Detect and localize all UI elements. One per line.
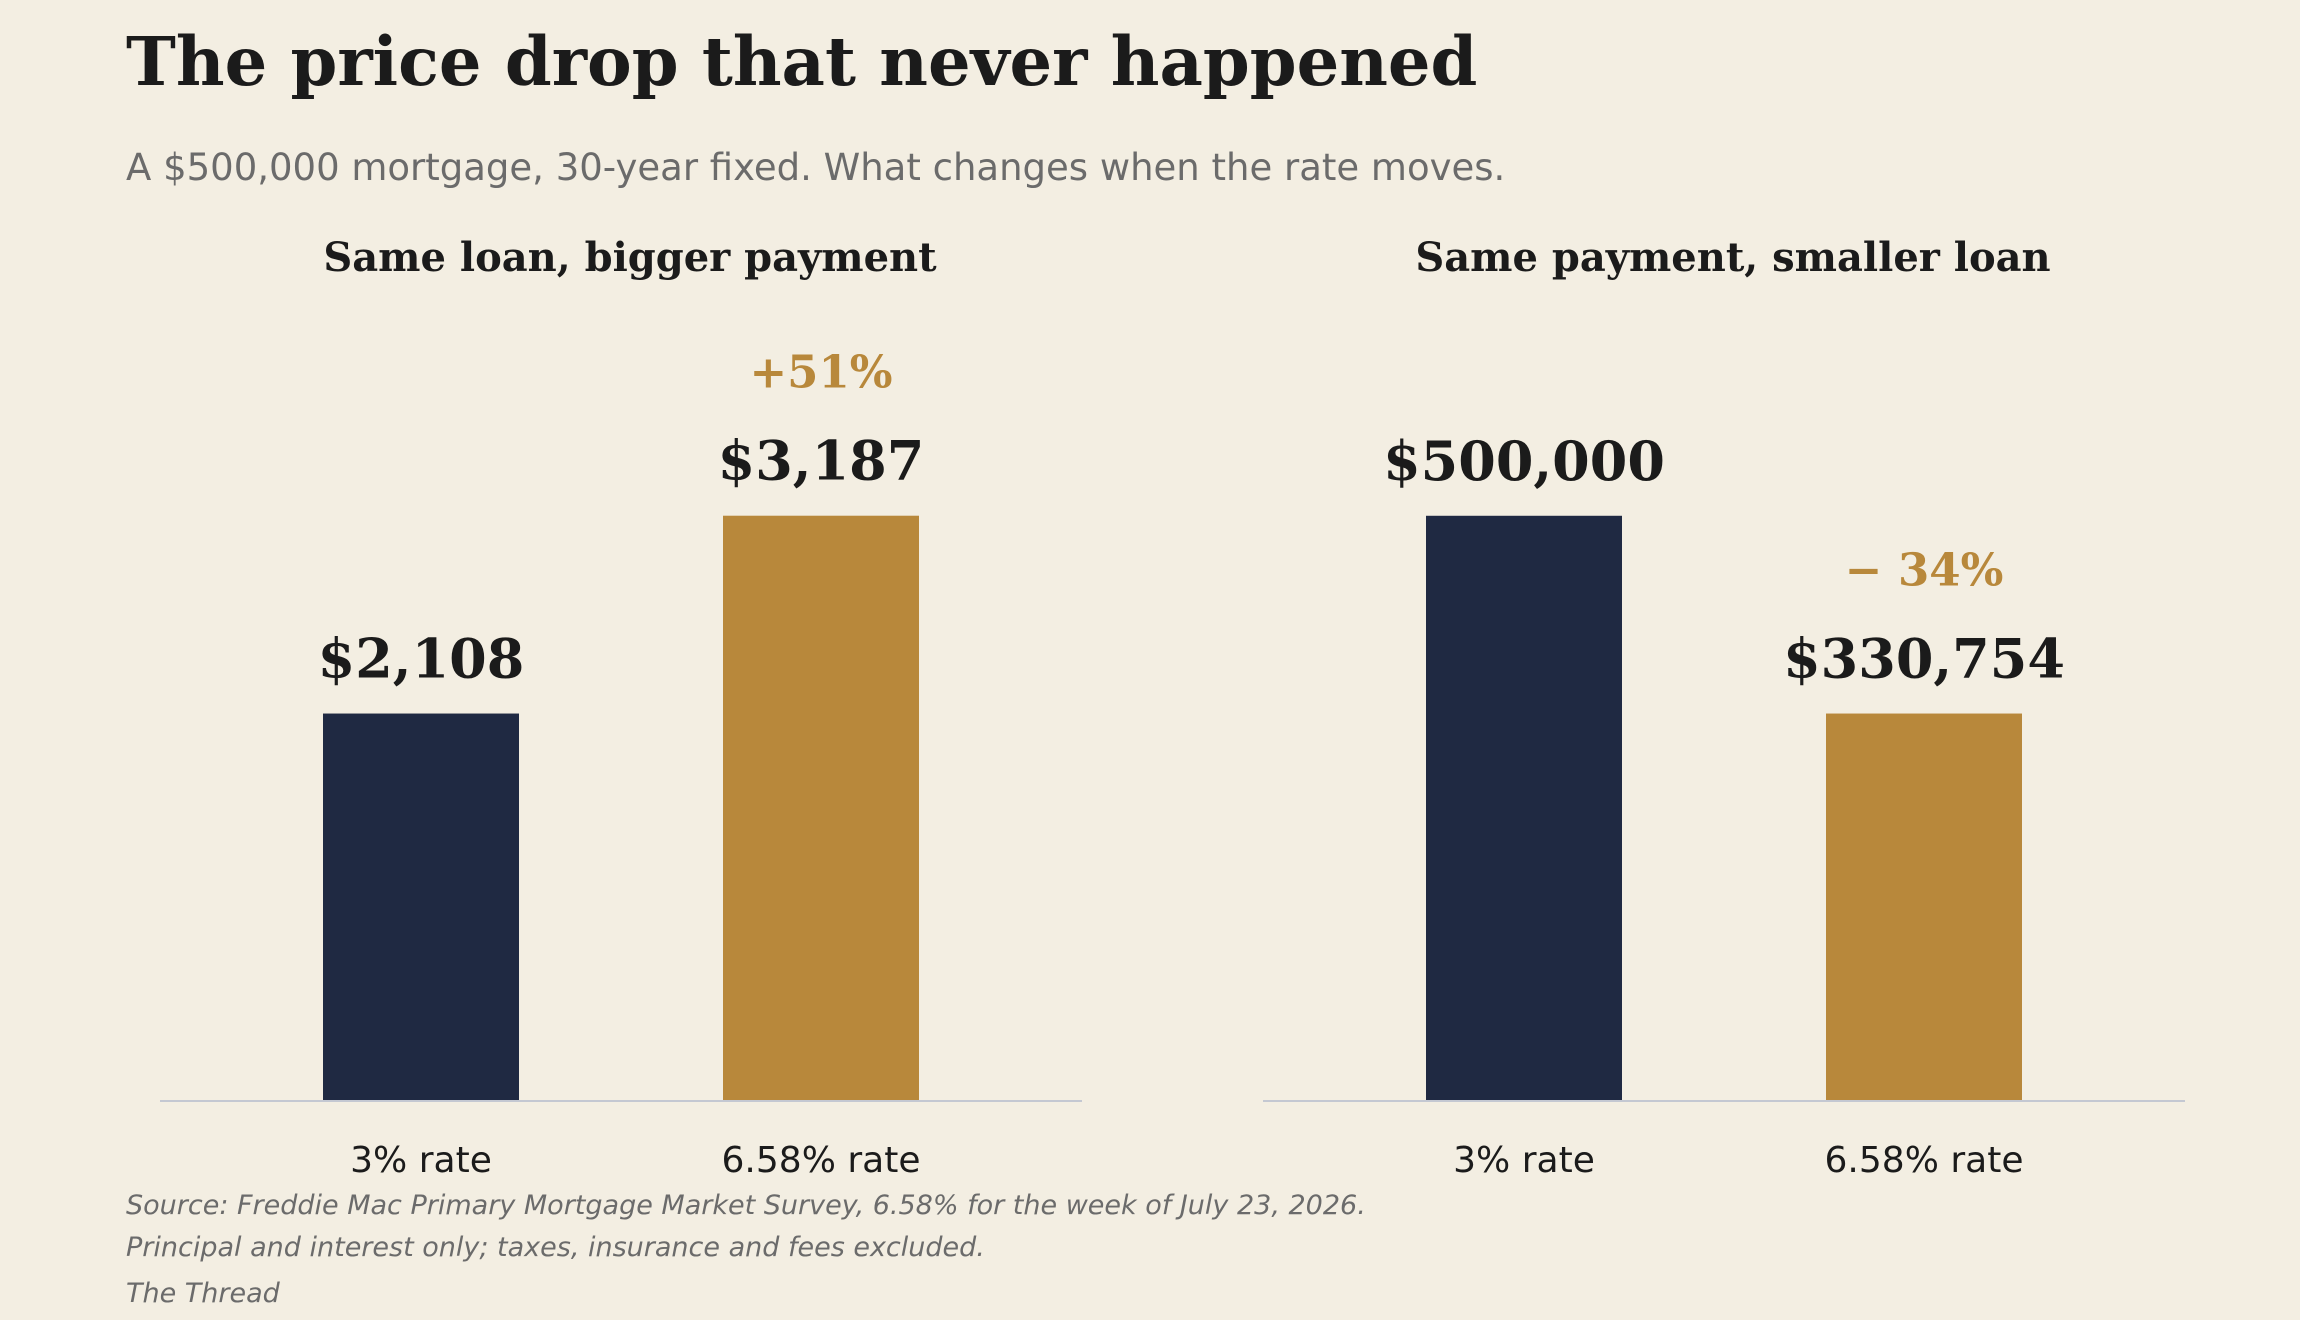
bar-chart-loan: $500,000 3% rate $330,754 − 34% 6.58% rate	[1263, 429, 2185, 1181]
bar-chart-payment: $2,108 3% rate $3,187 +51% 6.58% rate	[160, 346, 1082, 1181]
panel-title: Same payment, smaller loan	[1415, 234, 2051, 281]
x-tick-label: 6.58% rate	[722, 1140, 921, 1181]
bar-base	[1426, 515, 1622, 1100]
bar-accent	[723, 515, 919, 1100]
x-tick-label: 3% rate	[1453, 1140, 1595, 1181]
change-label: +51%	[749, 346, 892, 399]
publisher-credit: The Thread	[126, 1278, 280, 1309]
bar-base	[323, 713, 519, 1100]
bar-value-label: $500,000	[1383, 429, 1665, 493]
source-note: Source: Freddie Mac Primary Mortgage Mar…	[126, 1190, 1366, 1221]
bar-value-label: $330,754	[1783, 627, 2065, 691]
bar-accent	[1826, 713, 2022, 1100]
x-tick-label: 6.58% rate	[1825, 1140, 2024, 1181]
panel-loan: Same payment, smaller loan $500,000 3% ra…	[1263, 220, 2203, 1190]
x-tick-label: 3% rate	[350, 1140, 492, 1181]
bar-value-label: $3,187	[718, 429, 925, 493]
panel-title: Same loan, bigger payment	[323, 234, 937, 281]
method-note: Principal and interest only; taxes, insu…	[126, 1232, 985, 1263]
panel-payment: Same loan, bigger payment $2,108 3% rate $…	[160, 220, 1100, 1190]
change-label: − 34%	[1845, 544, 2004, 597]
bar-value-label: $2,108	[318, 627, 525, 691]
chart-title: The price drop that never happened	[126, 22, 1478, 101]
chart-subtitle: A $500,000 mortgage, 30-year fixed. What…	[126, 146, 1506, 189]
